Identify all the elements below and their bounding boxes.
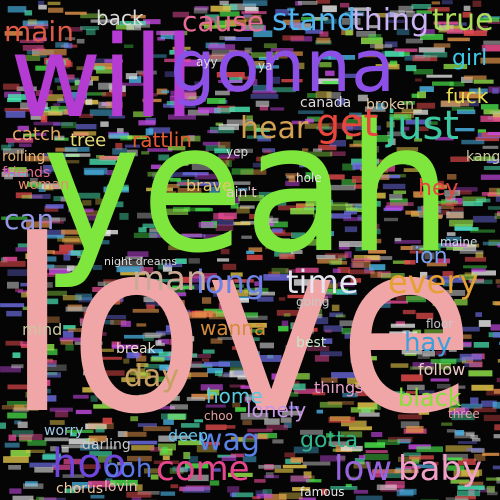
word-ion: ion bbox=[414, 244, 448, 269]
word-can: can bbox=[4, 203, 55, 236]
word-true: true bbox=[432, 3, 494, 38]
word-mind: mind bbox=[22, 320, 63, 339]
word-aint: ain't bbox=[226, 185, 257, 201]
word-ya: ya bbox=[258, 59, 273, 73]
word-ooh: ooh bbox=[104, 454, 153, 484]
word-canada: canada bbox=[300, 95, 352, 111]
word-fuck: fuck bbox=[446, 84, 489, 108]
word-maine: maine bbox=[440, 235, 478, 249]
word-hoo: hoo bbox=[52, 441, 127, 487]
word-brave: brave bbox=[186, 176, 232, 195]
word-friends: friends bbox=[2, 165, 51, 181]
word-long: long bbox=[196, 263, 266, 301]
word-break: break bbox=[116, 341, 156, 357]
word-stand: stand bbox=[272, 3, 356, 38]
word-just: just bbox=[386, 103, 459, 149]
word-lonely: lonely bbox=[246, 398, 307, 422]
word-floor: floor bbox=[426, 317, 454, 331]
word-kang: kang bbox=[466, 149, 500, 165]
word-will: will bbox=[10, 13, 195, 143]
word-cause: cause bbox=[182, 5, 265, 38]
word-man: man bbox=[132, 259, 208, 299]
word-choo: choo bbox=[204, 409, 233, 423]
word-worry: worry bbox=[44, 423, 84, 439]
word-things: things bbox=[314, 378, 364, 397]
word-girl: girl bbox=[452, 46, 488, 71]
word-night-dreams: night dreams bbox=[104, 255, 178, 268]
word-ayy: ayy bbox=[196, 55, 218, 69]
word-follow: follow bbox=[418, 360, 466, 379]
word-broken: broken bbox=[366, 97, 414, 113]
word-yeah: yeah bbox=[42, 85, 453, 292]
word-baby: baby bbox=[398, 449, 483, 489]
word-best: best bbox=[296, 335, 327, 351]
word-day: day bbox=[124, 359, 180, 394]
word-gotta: gotta bbox=[300, 428, 359, 453]
word-back: back bbox=[96, 6, 144, 30]
word-come: come bbox=[156, 449, 250, 489]
word-lovin: lovin bbox=[104, 479, 138, 495]
word-get: get bbox=[316, 101, 379, 145]
word-love: love bbox=[6, 190, 476, 467]
word-going: going bbox=[296, 295, 330, 309]
word-rattlin: rattlin bbox=[132, 128, 192, 152]
word-tree: tree bbox=[70, 130, 107, 151]
word-black: black bbox=[398, 384, 462, 412]
word-famous: famous bbox=[300, 485, 345, 499]
word-hear: hear bbox=[240, 111, 309, 146]
word-gonna: gonna bbox=[170, 24, 396, 108]
word-main: main bbox=[4, 15, 74, 48]
word-hay: hay bbox=[404, 328, 452, 358]
word-low: low bbox=[334, 449, 393, 489]
word-deep: deep bbox=[168, 426, 208, 445]
word-hey: hey bbox=[418, 176, 459, 201]
word-wanna: wanna bbox=[200, 316, 267, 340]
word-hole: hole bbox=[296, 171, 322, 185]
word-rolling: rolling bbox=[2, 149, 46, 165]
word-chorus: chorus bbox=[56, 481, 104, 497]
word-home: home bbox=[206, 384, 263, 408]
word-every: every bbox=[388, 263, 479, 301]
word-darling: darling bbox=[82, 437, 131, 453]
word-catch: catch bbox=[12, 124, 62, 145]
word-woman: woman bbox=[18, 177, 70, 193]
word-three: three bbox=[448, 407, 480, 421]
word-yep: yep bbox=[226, 145, 249, 159]
word-wag: wag bbox=[198, 423, 260, 458]
word-time: time bbox=[286, 263, 359, 301]
word-thing: thing bbox=[352, 3, 430, 38]
